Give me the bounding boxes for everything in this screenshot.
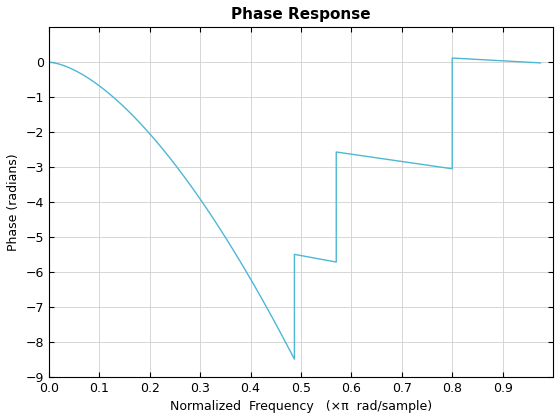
Title: Phase Response: Phase Response (231, 7, 371, 22)
Y-axis label: Phase (radians): Phase (radians) (7, 153, 20, 251)
X-axis label: Normalized  Frequency   (×π  rad/sample): Normalized Frequency (×π rad/sample) (170, 400, 432, 413)
